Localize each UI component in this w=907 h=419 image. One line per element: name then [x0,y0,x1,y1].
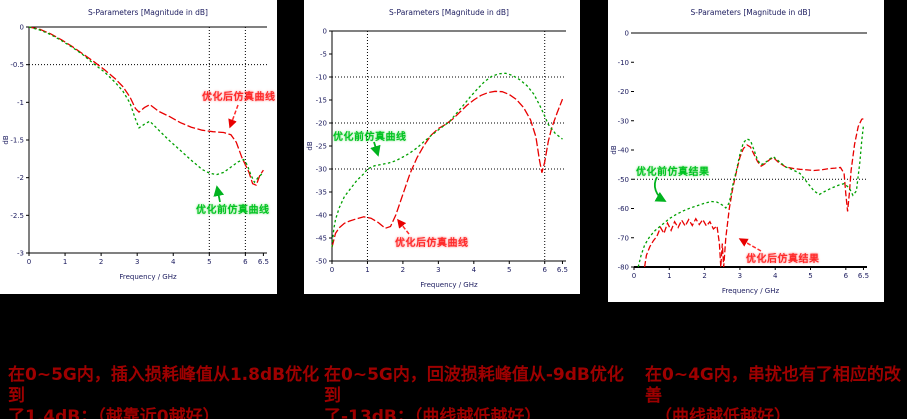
svg-text:-3: -3 [17,250,24,258]
svg-text:3: 3 [738,272,742,280]
svg-text:0: 0 [625,30,629,38]
series-优化后仿真曲线 [28,26,264,187]
annotation-before-optimization: 优化前仿真曲线 [196,205,270,216]
chart-title: S-Parameters [Magnitude in dB] [88,8,208,17]
svg-text:6.5: 6.5 [858,272,869,280]
svg-text:0: 0 [20,24,24,32]
annotation-after-optimization: 优化后仿真曲线 [202,92,276,103]
svg-text:2: 2 [702,272,706,280]
series-优化后仿真曲线 [331,90,564,248]
caption-line: 在0~5G内，插入损耗峰值从1.8dB优化到 [8,365,320,406]
svg-text:4: 4 [171,258,176,266]
svg-text:-35: -35 [316,189,327,197]
svg-text:-20: -20 [618,88,629,96]
series-优化前仿真曲线 [28,26,264,184]
caption-line: 在0~5G内，回波损耗峰值从-9dB优化到 [324,365,624,406]
svg-text:-5: -5 [320,51,327,59]
svg-text:dB: dB [610,145,618,154]
svg-text:6.5: 6.5 [557,266,568,274]
svg-text:dB: dB [2,135,10,144]
svg-text:6: 6 [243,258,248,266]
svg-text:4: 4 [773,272,778,280]
annotation-arrow-after [397,218,410,235]
svg-text:dB: dB [306,141,314,150]
svg-text:-50: -50 [316,258,327,266]
svg-text:2: 2 [401,266,405,274]
return-loss-plot: 0 1 2 3 4 5 6 6.5 0 -5 -10 -15 -20 -25 -30 -35 -40 -45 -50… [306,28,568,290]
caption-insertion-loss: 在0~5G内，插入损耗峰值从1.8dB优化到 了1.4dB；（越靠近0越好） [8,365,320,419]
chart-title: S-Parameters [Magnitude in dB] [690,8,811,17]
svg-text:4: 4 [472,266,477,274]
chart-panel-crosstalk: S-Parameters [Magnitude in dB] 0 1 2 3 4 5 6 6.… [608,0,884,302]
svg-text:3: 3 [436,266,440,274]
svg-text:5: 5 [507,266,511,274]
svg-text:6: 6 [542,266,547,274]
chart-panel-return-loss: S-Parameters [Magnitude in dB] 0 1 2 3 4 5 6 6.… [304,0,580,294]
svg-text:-70: -70 [618,234,629,242]
svg-text:-60: -60 [618,205,629,213]
svg-text:-30: -30 [618,117,629,125]
annotation-after-optimization: 优化后仿真曲线 [395,238,469,249]
svg-text:-50: -50 [618,176,629,184]
annotation-arrow-before [213,185,225,203]
svg-text:-10: -10 [316,74,327,82]
annotation-arrow-before [653,176,667,202]
svg-text:-10: -10 [618,59,629,67]
caption-line: 在0~4G内，串扰也有了相应的改善 [645,365,901,406]
crosstalk-plot: 0 1 2 3 4 5 6 6.5 0 -10 -20 -30 -40 -50 -60 -70 -80 Frequ… [610,30,869,296]
svg-text:-2.5: -2.5 [10,212,24,220]
svg-text:-2: -2 [17,174,24,182]
series-优化后仿真结果 [643,118,864,268]
caption-line: 了-13dB；（曲线越低越好） [324,407,542,419]
series-优化前仿真曲线 [331,72,563,248]
annotation-before-optimization: 优化前仿真结果 [636,167,710,178]
svg-text:Frequency / GHz: Frequency / GHz [420,281,478,289]
svg-text:3: 3 [135,258,139,266]
chart-title: S-Parameters [Magnitude in dB] [389,8,509,17]
svg-text:-0.5: -0.5 [10,61,24,69]
insertion-loss-plot: 0 1 2 3 4 5 6 6.5 0 -0.5 -1 -1.5 -2 -2.5 -3 Frequency /… [2,24,269,282]
svg-text:0: 0 [632,272,636,280]
svg-text:0: 0 [27,258,31,266]
svg-text:1: 1 [365,266,369,274]
svg-text:-1.5: -1.5 [10,137,24,145]
svg-text:0: 0 [330,266,334,274]
series-优化前仿真结果 [637,125,865,268]
svg-text:5: 5 [808,272,812,280]
chart-panel-insertion-loss: S-Parameters [Magnitude in dB] 0 1 2 3 4 5 6 6.… [0,0,277,294]
annotation-before-optimization: 优化前仿真曲线 [333,132,407,143]
annotation-arrow-after [738,238,762,252]
svg-text:6.5: 6.5 [258,258,269,266]
svg-text:2: 2 [99,258,103,266]
caption-line: 了1.4dB；（越靠近0越好） [8,407,220,419]
svg-text:-40: -40 [316,212,327,220]
svg-text:-45: -45 [316,235,327,243]
svg-text:-30: -30 [316,166,327,174]
svg-text:5: 5 [207,258,211,266]
svg-text:0: 0 [323,28,327,36]
annotation-arrow-before [370,141,381,157]
svg-text:6: 6 [844,272,849,280]
svg-text:-80: -80 [618,264,629,272]
svg-text:-40: -40 [618,147,629,155]
svg-text:-25: -25 [316,143,327,151]
svg-text:-20: -20 [316,120,327,128]
svg-text:-1: -1 [17,99,24,107]
annotation-after-optimization: 优化后仿真结果 [746,254,820,265]
caption-crosstalk: 在0~4G内，串扰也有了相应的改善 （曲线越低越好） [645,365,907,419]
svg-text:Frequency / GHz: Frequency / GHz [722,287,780,295]
caption-return-loss: 在0~5G内，回波损耗峰值从-9dB优化到 了-13dB；（曲线越低越好） [324,365,640,419]
svg-text:1: 1 [667,272,671,280]
annotation-arrow-after [228,104,239,129]
svg-text:Frequency / GHz: Frequency / GHz [119,273,177,281]
svg-text:1: 1 [63,258,67,266]
svg-text:-15: -15 [316,97,327,105]
caption-line: （曲线越低越好） [655,407,791,419]
